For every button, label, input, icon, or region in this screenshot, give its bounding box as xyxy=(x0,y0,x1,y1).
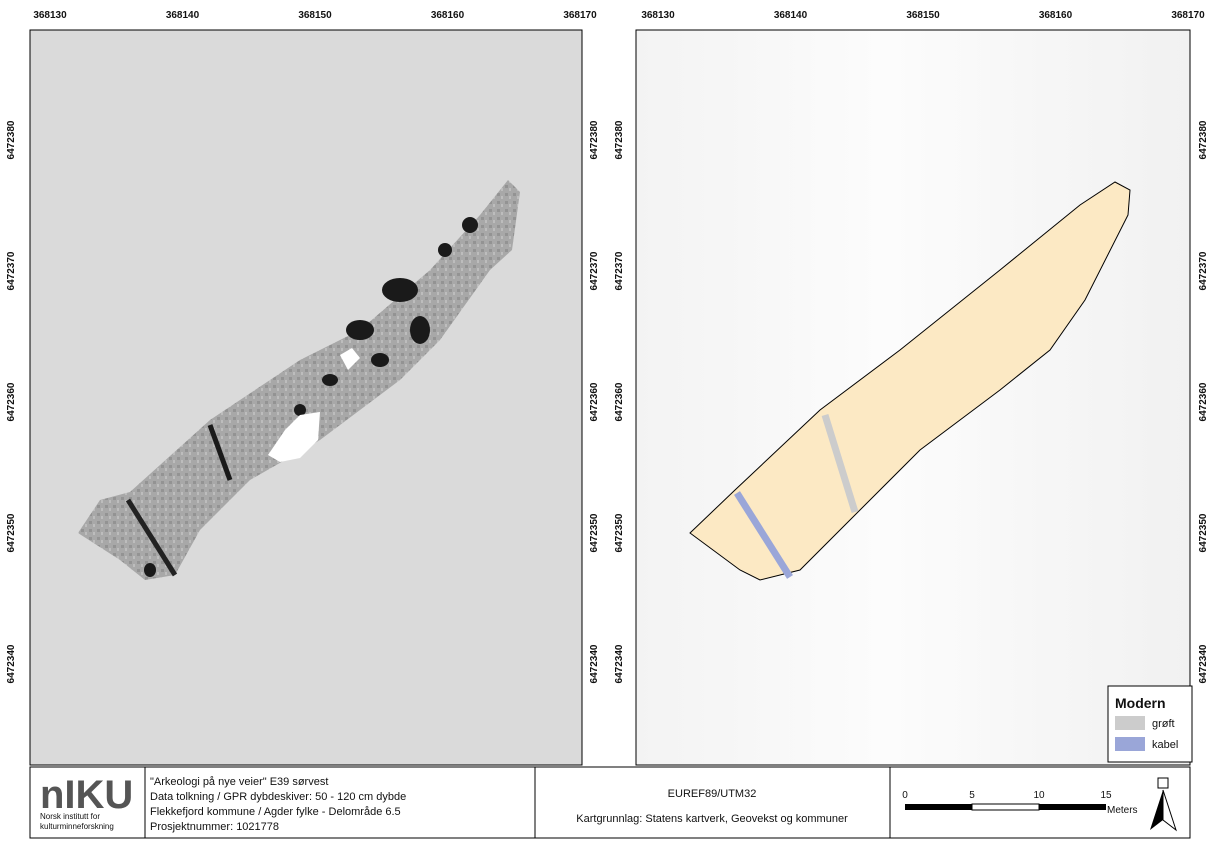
x-coordinate: 368160 xyxy=(1039,10,1073,21)
y-coordinate: 6472380 xyxy=(614,120,625,159)
y-coordinate: 6472380 xyxy=(1198,120,1209,159)
y-coordinate: 6472340 xyxy=(1198,644,1209,683)
y-coordinate: 6472380 xyxy=(589,120,600,159)
x-coordinate: 368170 xyxy=(1171,10,1205,21)
y-coordinate: 6472350 xyxy=(614,513,625,552)
y-coordinate: 6472360 xyxy=(614,382,625,421)
y-coordinate: 6472340 xyxy=(589,644,600,683)
legend-swatch xyxy=(1115,716,1145,730)
scale-tick: 15 xyxy=(1100,790,1112,801)
scale-tick: 10 xyxy=(1033,790,1045,801)
scale-tick: 0 xyxy=(902,790,908,801)
legend-title: Modern xyxy=(1115,695,1166,711)
x-coordinate: 368170 xyxy=(563,10,597,21)
scale-tick: 5 xyxy=(969,790,975,801)
y-coordinate: 6472370 xyxy=(614,251,625,290)
scale-bar xyxy=(905,804,1106,810)
x-coordinate: 368150 xyxy=(298,10,332,21)
institute: Norsk institutt for xyxy=(40,812,100,821)
project-line: Flekkefjord kommune / Agder fylke - Delo… xyxy=(150,806,401,818)
institute: kulturminneforskning xyxy=(40,822,114,831)
project-line: Prosjektnummer: 1021778 xyxy=(150,821,279,833)
y-coordinate: 6472360 xyxy=(1198,382,1209,421)
map-layout: Modern grøft kabel nIKU Norsk institutt f… xyxy=(0,0,1220,841)
project-line: Data tolkning / GPR dybdeskiver: 50 - 12… xyxy=(150,791,406,803)
legend-label: kabel xyxy=(1152,739,1178,751)
x-coordinate: 368140 xyxy=(166,10,200,21)
x-coordinate: 368160 xyxy=(431,10,465,21)
legend-swatch xyxy=(1115,737,1145,751)
project-line: "Arkeologi på nye veier" E39 sørvest xyxy=(150,776,328,788)
y-coordinate: 6472370 xyxy=(589,251,600,290)
y-coordinate: 6472360 xyxy=(6,382,17,421)
source: Kartgrunnlag: Statens kartverk, Geovekst… xyxy=(576,813,848,825)
scale-unit: Meters xyxy=(1107,805,1138,816)
x-coordinate: 368130 xyxy=(641,10,675,21)
y-coordinate: 6472350 xyxy=(6,513,17,552)
x-coordinate: 368140 xyxy=(774,10,808,21)
logo: nIKU xyxy=(40,773,133,817)
x-coordinate: 368150 xyxy=(906,10,940,21)
crs: EUREF89/UTM32 xyxy=(668,788,757,800)
y-coordinate: 6472380 xyxy=(6,120,17,159)
x-coordinate: 368130 xyxy=(33,10,67,21)
y-coordinate: 6472360 xyxy=(589,382,600,421)
y-coordinate: 6472340 xyxy=(6,644,17,683)
y-coordinate: 6472370 xyxy=(1198,251,1209,290)
y-coordinate: 6472370 xyxy=(6,251,17,290)
legend-label: grøft xyxy=(1152,718,1175,730)
y-coordinate: 6472350 xyxy=(1198,513,1209,552)
y-coordinate: 6472350 xyxy=(589,513,600,552)
y-coordinate: 6472340 xyxy=(614,644,625,683)
